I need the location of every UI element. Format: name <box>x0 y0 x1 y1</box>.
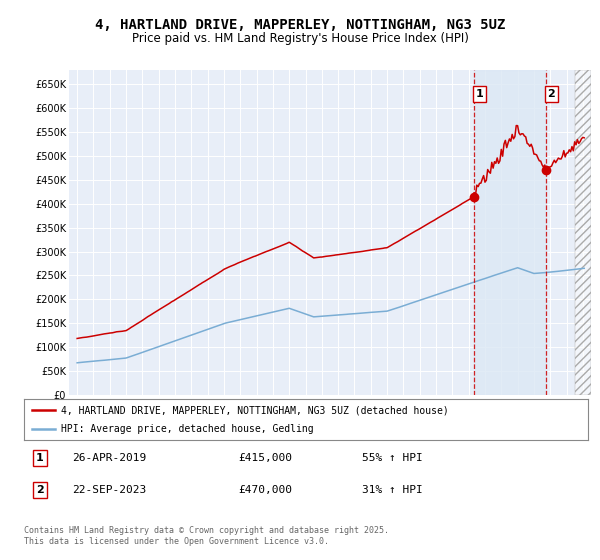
Text: 1: 1 <box>36 453 44 463</box>
Text: 31% ↑ HPI: 31% ↑ HPI <box>362 485 423 495</box>
Text: Contains HM Land Registry data © Crown copyright and database right 2025.
This d: Contains HM Land Registry data © Crown c… <box>24 526 389 546</box>
Text: £470,000: £470,000 <box>238 485 292 495</box>
Text: 4, HARTLAND DRIVE, MAPPERLEY, NOTTINGHAM, NG3 5UZ: 4, HARTLAND DRIVE, MAPPERLEY, NOTTINGHAM… <box>95 18 505 32</box>
Text: 22-SEP-2023: 22-SEP-2023 <box>72 485 146 495</box>
Text: Price paid vs. HM Land Registry's House Price Index (HPI): Price paid vs. HM Land Registry's House … <box>131 32 469 45</box>
Text: 1: 1 <box>476 89 483 99</box>
Text: 55% ↑ HPI: 55% ↑ HPI <box>362 453 423 463</box>
Text: 2: 2 <box>547 89 555 99</box>
Bar <box>474 70 546 395</box>
Text: 26-APR-2019: 26-APR-2019 <box>72 453 146 463</box>
Text: HPI: Average price, detached house, Gedling: HPI: Average price, detached house, Gedl… <box>61 424 313 435</box>
Bar <box>575 70 591 395</box>
Text: 4, HARTLAND DRIVE, MAPPERLEY, NOTTINGHAM, NG3 5UZ (detached house): 4, HARTLAND DRIVE, MAPPERLEY, NOTTINGHAM… <box>61 405 448 415</box>
Text: £415,000: £415,000 <box>238 453 292 463</box>
Text: 2: 2 <box>36 485 44 495</box>
